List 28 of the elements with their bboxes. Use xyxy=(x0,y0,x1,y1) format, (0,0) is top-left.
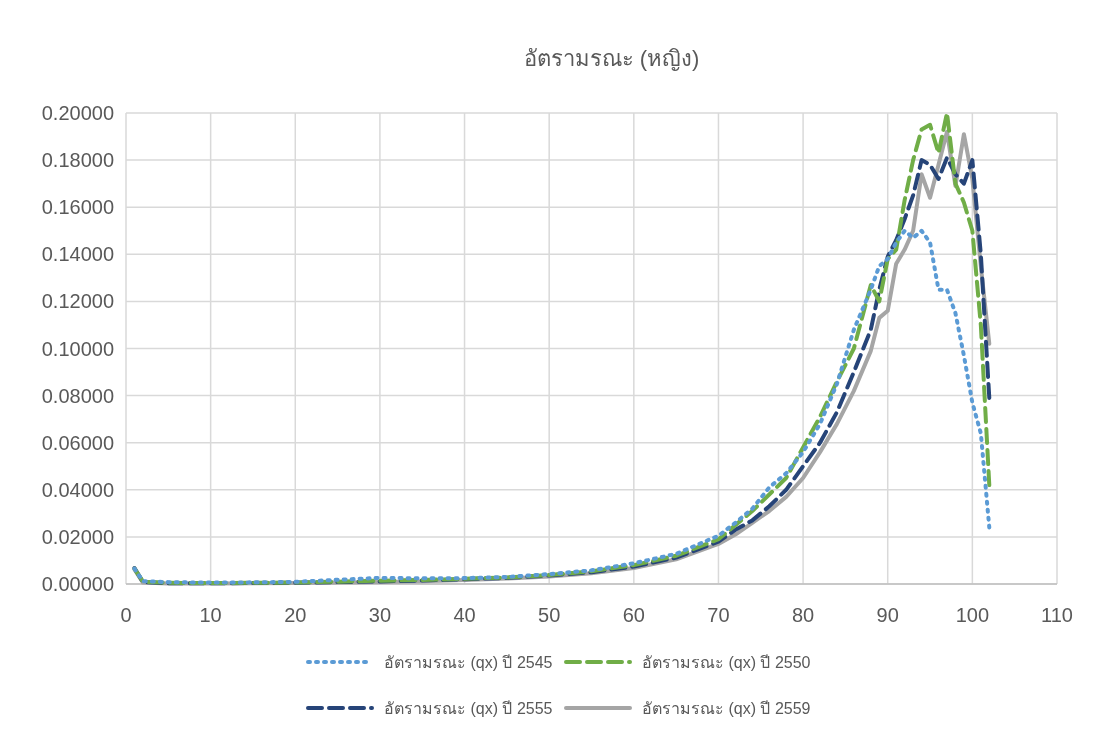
x-tick-label: 60 xyxy=(622,604,645,626)
y-tick-label: 0.06000 xyxy=(41,431,114,454)
y-tick-label: 0.08000 xyxy=(41,384,114,407)
y-tick-label: 0.12000 xyxy=(41,290,114,313)
y-tick-label: 0.00000 xyxy=(41,573,114,595)
x-tick-label: 70 xyxy=(707,604,730,626)
x-tick-label: 10 xyxy=(199,604,222,626)
x-tick-label: 40 xyxy=(453,604,476,626)
legend-label: อัตรามรณะ (qx) ปี 2555 xyxy=(384,700,553,717)
x-tick-label: 100 xyxy=(955,604,990,626)
legend-label: อัตรามรณะ (qx) ปี 2545 xyxy=(384,654,553,671)
y-tick-label: 0.14000 xyxy=(41,243,114,266)
y-tick-label: 0.16000 xyxy=(41,196,114,219)
y-tick-label: 0.20000 xyxy=(41,102,114,124)
chart-title: อัตรามรณะ (หญิง) xyxy=(523,46,700,71)
x-tick-label: 0 xyxy=(120,604,132,626)
x-tick-label: 30 xyxy=(368,604,392,626)
x-tick-label: 20 xyxy=(284,604,307,626)
x-tick-label: 110 xyxy=(1041,604,1073,626)
y-tick-label: 0.02000 xyxy=(41,525,114,548)
legend-label: อัตรามรณะ (qx) ปี 2550 xyxy=(642,654,811,671)
y-tick-label: 0.04000 xyxy=(41,478,114,501)
x-tick-label: 50 xyxy=(538,604,561,626)
y-tick-label: 0.10000 xyxy=(41,337,114,360)
x-tick-label: 80 xyxy=(791,604,815,626)
y-tick-label: 0.18000 xyxy=(41,149,114,172)
x-tick-label: 90 xyxy=(876,604,899,626)
legend-label: อัตรามรณะ (qx) ปี 2559 xyxy=(642,700,811,717)
